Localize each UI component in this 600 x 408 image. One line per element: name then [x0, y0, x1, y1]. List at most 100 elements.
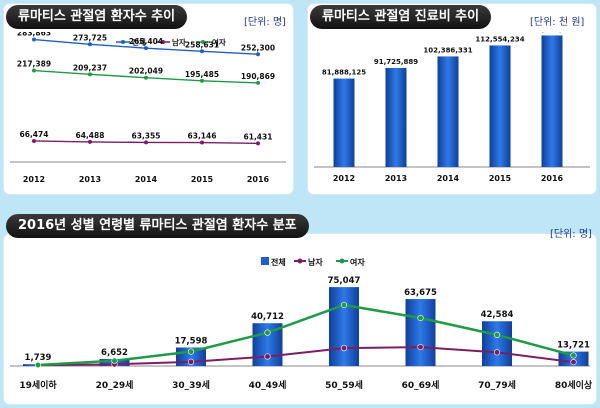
data-point [144, 46, 148, 51]
x-tick-label: 2014 [437, 174, 460, 183]
cost-trend-chart: 81,888,125 2012 91,725,889 2013 102,386,331 2… [314, 32, 590, 183]
age-distribution-unit: [단위: 명] [550, 229, 592, 240]
patients-trend-chart: 2012 2013 2014 2015 2016 전체 남자 여자 283,863 273,725… [10, 32, 286, 184]
data-label: 66,474 [20, 130, 49, 139]
data-point [264, 353, 271, 360]
data-label: 1,739 [25, 353, 52, 363]
data-label: 217,389 [17, 60, 51, 69]
x-tick-label: 2015 [191, 175, 214, 184]
data-point [144, 75, 148, 80]
x-tick-label: 2013 [385, 174, 407, 183]
data-label: 81,888,125 [322, 69, 366, 77]
bar [437, 56, 459, 167]
data-label: 91,725,889 [374, 58, 418, 66]
bar [333, 78, 355, 167]
x-tick-label: 2012 [333, 174, 355, 183]
data-point [340, 345, 348, 352]
data-label: 195,485 [185, 70, 219, 79]
data-point [256, 141, 260, 146]
x-tick-label: 19세이하 [19, 379, 57, 391]
data-point [264, 329, 271, 336]
data-label: 17,598 [175, 336, 208, 346]
legend-marker-total [261, 257, 269, 265]
x-tick-label: 2013 [79, 175, 101, 184]
data-point [187, 348, 195, 355]
data-label: 209,237 [73, 63, 107, 72]
x-tick-label: 2014 [135, 175, 158, 184]
data-point [570, 359, 577, 366]
data-point [144, 140, 148, 145]
legend-marker-2 [161, 40, 165, 44]
data-point [493, 331, 501, 338]
data-point [32, 68, 36, 73]
data-point [187, 358, 195, 365]
legend-label-total: 전체 [271, 257, 286, 267]
legend-label-1: 남자 [308, 257, 323, 267]
x-tick-label: 20_29세 [96, 379, 134, 391]
data-point [32, 37, 36, 42]
data-point [88, 72, 92, 77]
x-tick-label: 2012 [23, 175, 45, 184]
data-point [32, 138, 36, 143]
data-point [111, 357, 118, 364]
cost-trend-unit: [단위: 천 원] [530, 17, 585, 28]
legend-label-2: 여자 [350, 257, 365, 267]
data-point [88, 42, 92, 47]
data-point [570, 352, 577, 359]
data-point [493, 349, 501, 356]
data-label: 102,386,331 [423, 46, 472, 54]
bar [385, 67, 407, 167]
data-point [256, 52, 260, 57]
x-tick-label: 2016 [541, 174, 564, 183]
data-point [34, 361, 42, 369]
data-point [88, 139, 92, 144]
legend-marker-3 [201, 40, 205, 44]
series-line-2 [37, 303, 574, 367]
data-point [340, 301, 348, 309]
data-label: 61,431 [244, 132, 273, 141]
legend-label-2: 남자 [172, 37, 186, 47]
data-label: 202,049 [129, 67, 163, 76]
x-tick-label: 40_49세 [249, 379, 287, 391]
legend-label-3: 여자 [212, 37, 226, 47]
data-label: 121,798,752 [527, 32, 576, 33]
data-label: 265,404 [129, 37, 163, 46]
data-label: 64,488 [76, 131, 105, 140]
x-tick-label: 80세이상 [555, 379, 593, 391]
data-label: 258,631 [185, 40, 219, 49]
x-tick-label: 2016 [247, 175, 270, 184]
data-point [256, 80, 260, 85]
x-tick-label: 50_59세 [325, 379, 363, 391]
data-label: 42,584 [481, 310, 514, 320]
cost-trend-title: 류마티스 관절염 진료비 추이 [310, 5, 492, 29]
legend-marker-2 [339, 258, 345, 264]
legend-marker-1 [121, 40, 125, 44]
data-label: 40,712 [251, 312, 284, 322]
data-label: 112,554,234 [475, 35, 524, 43]
data-point [200, 49, 204, 54]
x-tick-label: 2015 [489, 174, 512, 183]
data-point [417, 343, 424, 351]
data-label: 6,652 [101, 348, 128, 358]
data-point [417, 314, 424, 322]
legend-label-1: 전체 [132, 37, 146, 47]
age-distribution-chart: 전체 남자 여자 1,739 19세이하 6,652 20_29세 17,598 30_39세 4… [10, 257, 593, 391]
legend-marker-1 [297, 258, 303, 264]
data-label: 63,355 [132, 131, 161, 140]
x-tick-label: 70_79세 [478, 379, 516, 391]
bar [405, 299, 436, 366]
data-label: 63,146 [188, 132, 217, 141]
data-label: 63,675 [404, 288, 437, 298]
bar [489, 45, 511, 167]
data-label: 190,869 [241, 72, 275, 81]
bar [329, 287, 359, 366]
data-label: 252,300 [241, 43, 275, 52]
bar [558, 351, 589, 366]
bar [541, 35, 563, 167]
data-label: 283,863 [17, 32, 51, 38]
x-tick-label: 30_39세 [172, 379, 210, 391]
x-tick-label: 60_69세 [402, 379, 440, 391]
data-label: 75,047 [328, 276, 361, 286]
series-line-1 [37, 346, 574, 367]
data-label: 13,721 [557, 341, 590, 351]
